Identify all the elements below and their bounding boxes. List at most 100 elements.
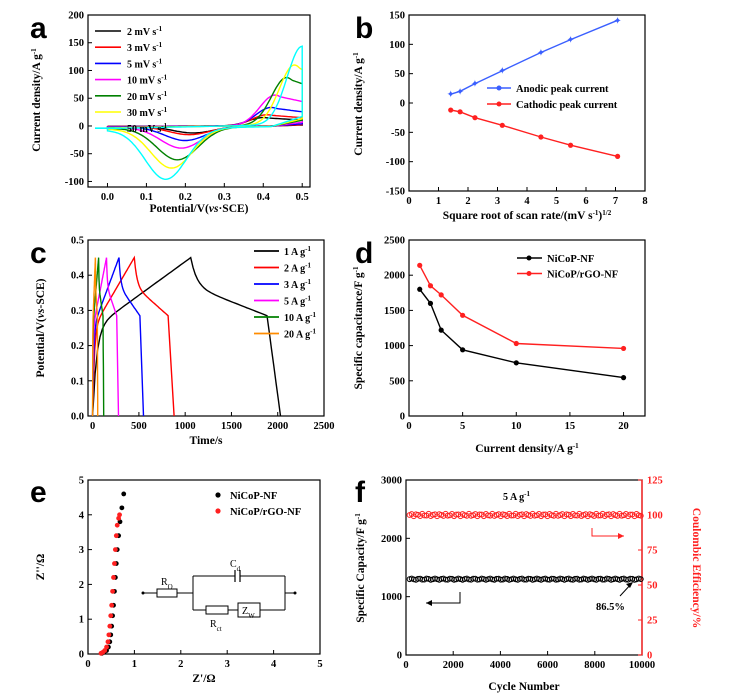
legend-label-e-1: NiCoP/rGO-NF	[230, 507, 301, 518]
legend-label-a-50: 50 mV s-1	[127, 122, 168, 135]
panel-a-xtick-label: 0.1	[140, 192, 153, 203]
panel-f-xtick-label: 0	[403, 660, 408, 671]
data-point-b-cathodic	[567, 142, 574, 148]
arrow-head-left	[426, 600, 432, 606]
panel-c-frame	[87, 239, 325, 417]
data-point-d-0	[438, 327, 444, 333]
panel-a: 0.0 0.1 0.2 0.3 0.4 0.5 -100 -50 0 50 100 150 200 2 m…	[30, 11, 311, 215]
panel-c: 0 500 1000 1500 2000 2500 0.0 0.1 0.2 0.3 0.4 0.5 1 …	[35, 236, 335, 448]
panel-a-ytick-label: -100	[65, 177, 84, 188]
panel-b-ytick-label: 0	[400, 99, 405, 110]
panel-c-xtick-label: 500	[131, 421, 147, 432]
panel-d-xtick-label: 0	[406, 421, 411, 432]
panel-e-xtick-label: 1	[132, 659, 137, 670]
data-point-e-1	[106, 632, 112, 638]
data-point-b-anodic: ✦	[613, 16, 621, 27]
axis-label-f-x: Cycle Number	[488, 681, 559, 693]
panel-d-ytick-label: 1500	[384, 306, 405, 317]
panel-c-xtick-label: 2000	[267, 421, 288, 432]
axis-label-f-y-right: Coulombic Efficiency/%	[690, 508, 702, 628]
data-point-e-1	[112, 547, 118, 552]
panel-d-frame	[408, 239, 646, 417]
legend-label-a-3: 3 mV s-1	[127, 41, 163, 54]
panel-a-xtick-label: 0.0	[101, 192, 114, 203]
panel-f-ytick-label: 1000	[381, 592, 402, 603]
panel-f-ytick-label: 3000	[381, 476, 402, 487]
legend-label-a-2: 2 mV s-1	[127, 25, 163, 38]
panel-e-xtick-label: 4	[271, 659, 277, 670]
resistor-rct	[205, 605, 229, 615]
panel-e-xtick-label: 2	[178, 659, 183, 670]
data-point-e-1	[113, 533, 119, 539]
panel-a-ytick-label: 50	[74, 94, 85, 105]
data-point-e-1	[109, 602, 115, 608]
axis-label-b-x: Square root of scan rate/(mV s-1)1/2	[443, 209, 612, 222]
panel-d-ytick-label: 2000	[384, 271, 405, 282]
panel-label-e: e	[30, 476, 47, 509]
panel-e-ytick-label: 1	[79, 615, 84, 626]
arrow-left-axis	[426, 592, 461, 604]
panel-label-b: b	[355, 12, 373, 45]
legend-label-b-0: Anodic peak current	[516, 84, 609, 95]
panel-f: 0 2000 4000 6000 8000 10000010002000300002550…	[354, 476, 702, 694]
panel-b-ytick-label: -100	[386, 157, 405, 168]
panel-b-ytick-label: -50	[391, 128, 405, 139]
panel-e-xtick-label: 0	[85, 659, 90, 670]
series-line-b-0	[450, 19, 618, 95]
gcd-curve-10	[91, 257, 105, 417]
data-point-b-cathodic	[472, 115, 478, 121]
axis-label-a-x: Potential/V(vs·SCE)	[149, 203, 248, 215]
data-point-f-capacity	[637, 576, 644, 583]
panel-c-ytick-label: 0.4	[71, 271, 85, 282]
panel-d-ytick-label: 0	[400, 412, 405, 423]
gcd-curve-2	[91, 255, 175, 417]
data-point-e-1	[112, 561, 117, 566]
series-line-d-1	[419, 264, 624, 350]
panel-a-frame	[87, 14, 311, 188]
legend-label-c-2: 2 A g-1	[284, 262, 311, 275]
panel-c-ytick-label: 0.0	[71, 412, 84, 423]
panel-b-ytick-label: 150	[389, 11, 405, 22]
panel-c-ytick-label: 0.5	[71, 236, 84, 247]
panel-b-xtick-label: 2	[465, 196, 470, 207]
axis-label-e-y: Z''/Ω	[35, 554, 47, 580]
data-point-b-cathodic	[499, 122, 505, 128]
data-point-d-1	[438, 292, 444, 298]
panel-b-ytick-label: 100	[389, 40, 405, 51]
legend-label-c-3: 3 A g-1	[284, 278, 311, 291]
arrow-head-right	[618, 533, 624, 539]
data-point-b-anodic: ✦	[471, 79, 479, 90]
axis-label-b-y: Current density/A g-1	[352, 52, 365, 156]
panel-b-ytick-label: -150	[386, 187, 405, 198]
panel-label-c: c	[30, 237, 47, 270]
axis-label-c-y: Potential/V(vs-SCE)	[35, 278, 47, 377]
panel-e-ytick-label: 5	[79, 476, 84, 487]
panel-label-f: f	[355, 476, 366, 509]
legend-label-c-5: 5 A g-1	[284, 295, 311, 308]
panel-f-ytick-right-label: 100	[647, 511, 663, 522]
circuit-label-rct: Rct	[210, 619, 222, 633]
circuit-node	[293, 591, 297, 595]
panel-e-xtick-label: 3	[225, 659, 230, 670]
panel-d-ytick-label: 2500	[384, 236, 405, 247]
data-point-b-cathodic	[538, 134, 544, 140]
annotation-rate: 5 A g-1	[503, 490, 530, 503]
panel-a-ytick-label: -50	[70, 149, 84, 160]
data-point-d-0	[620, 375, 627, 381]
data-point-e-1	[111, 575, 116, 580]
data-point-e-1	[110, 588, 115, 594]
data-point-d-1	[427, 283, 434, 289]
legend-marker-d-1	[526, 271, 532, 276]
legend-label-a-20: 20 mV s-1	[127, 90, 168, 103]
panel-b-xtick-label: 0	[406, 196, 411, 207]
panel-b-xtick-label: 6	[583, 196, 588, 207]
legend-label-c-20: 20 A g-1	[284, 328, 316, 341]
data-point-d-0	[460, 347, 466, 353]
data-point-b-cathodic	[448, 107, 454, 113]
panel-d-xtick-label: 5	[460, 421, 465, 432]
legend-label-a-10: 10 mV s-1	[127, 74, 168, 87]
circuit-label-r0: RO	[161, 577, 173, 591]
panel-c-xtick-label: 0	[90, 421, 95, 432]
axis-label-a-y: Current density/A g-1	[30, 48, 43, 152]
